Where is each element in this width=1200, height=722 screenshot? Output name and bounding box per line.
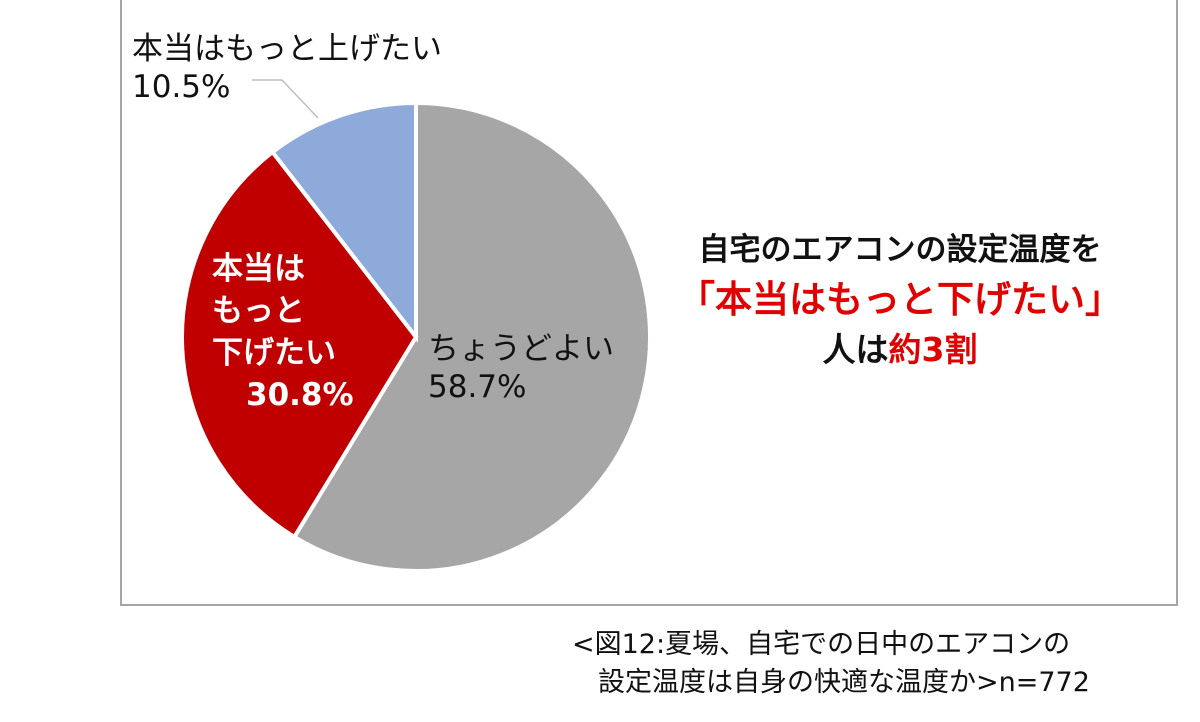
label-ok-text: ちょうどよい: [428, 331, 614, 367]
label-ok-value: 58.7%: [428, 369, 527, 405]
slice-raise: [269, 100, 418, 343]
label-lower-line3: 下げたい: [212, 335, 336, 371]
annotation-line3: 人は約3割: [640, 328, 1160, 372]
annotation-line2: 「本当はもっと下げたい」: [678, 278, 1122, 321]
annotation: 自宅のエアコンの設定温度を 「本当はもっと下げたい」 人は約3割: [640, 228, 1160, 372]
annotation-prefix: 人は: [822, 330, 889, 369]
label-lower-line2: もっと: [212, 293, 305, 329]
annotation-line1: 自宅のエアコンの設定温度を: [698, 232, 1102, 268]
slice-label-raise: 本当はもっと上げたい 10.5%: [132, 30, 442, 106]
leader-line-raise: [252, 79, 319, 119]
label-lower-line1: 本当は: [212, 251, 305, 287]
slice-lower: [180, 149, 419, 540]
caption-line1: <図12:夏場、自宅での日中のエアコンの: [572, 629, 1071, 660]
slice-label-ok: ちょうどよい 58.7%: [428, 330, 614, 406]
caption-line2: 設定温度は自身の快適な温度か>n=772: [598, 667, 1090, 698]
slice-label-lower: 本当は もっと 下げたい 30.8%: [212, 248, 354, 416]
slice-ok: [291, 100, 652, 573]
caption: <図12:夏場、自宅での日中のエアコンの 設定温度は自身の快適な温度か>n=77…: [572, 626, 1090, 702]
label-raise-text: 本当はもっと上げたい: [132, 31, 442, 67]
annotation-highlight: 約3割: [888, 330, 978, 369]
chart-frame: [120, 0, 1178, 606]
label-lower-value: 30.8%: [246, 377, 354, 413]
label-raise-value: 10.5%: [132, 69, 231, 105]
